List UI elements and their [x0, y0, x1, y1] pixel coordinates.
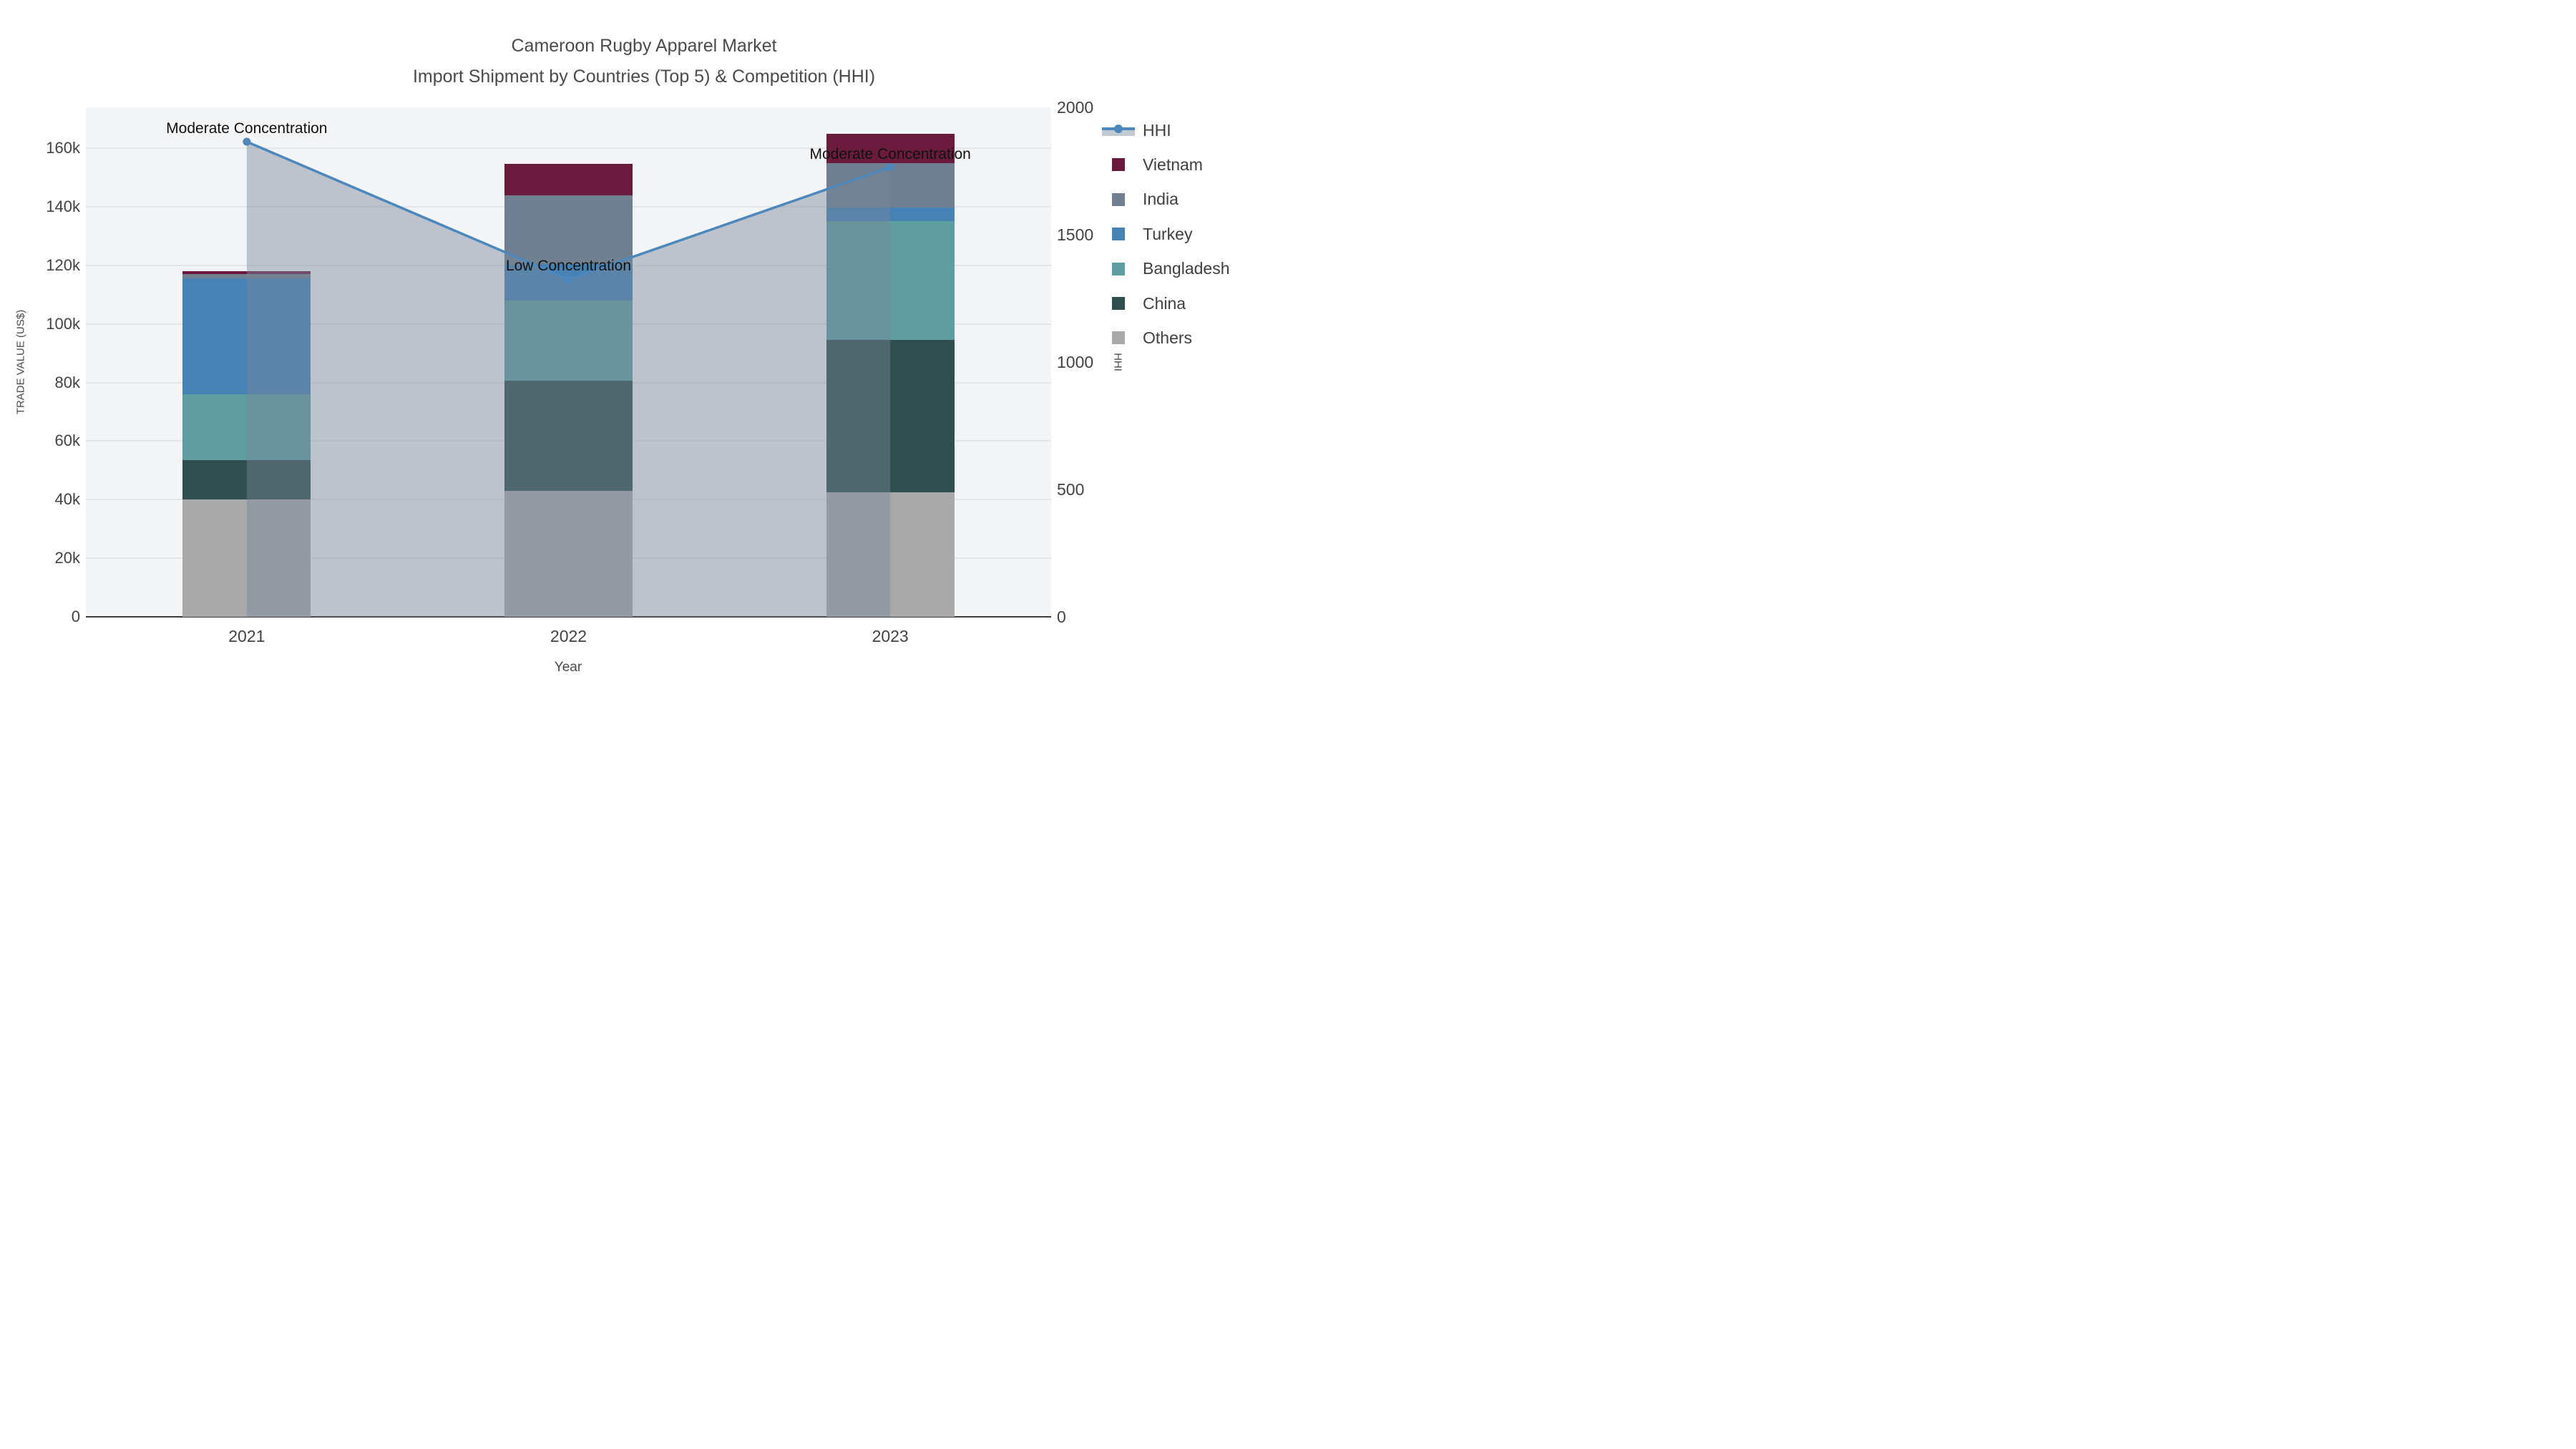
legend-swatch-vietnam: [1112, 158, 1125, 172]
bar-2022-china: [504, 380, 633, 492]
bar-2023-turkey: [826, 207, 955, 222]
legend-item-others[interactable]: Others: [1101, 327, 1287, 348]
hhi-area-fill: [246, 142, 891, 617]
legend-swatch-india: [1112, 192, 1125, 206]
y-right-tick-2000: 2000: [1057, 98, 1094, 117]
y-left-tick-20k: 20k: [54, 549, 80, 567]
bar-2022-vietnam: [504, 164, 633, 196]
legend-swatch-bangladesh: [1112, 262, 1125, 275]
y-left-tick-40k: 40k: [54, 490, 80, 509]
x-tick-2021: 2021: [228, 627, 265, 645]
chart-title-line1: Cameroon Rugby Apparel Market: [511, 36, 777, 56]
y-left-tick-140k: 140k: [46, 197, 80, 216]
legend-sample-turkey: [1101, 227, 1136, 241]
annotation-2021: Moderate Concentration: [166, 120, 328, 137]
y-left-tick-160k: 160k: [46, 139, 80, 157]
legend-swatch-others: [1112, 331, 1125, 345]
x-tick-2023: 2023: [872, 627, 909, 645]
y-right-tick-0: 0: [1057, 608, 1066, 626]
bar-2023-others: [826, 492, 955, 617]
legend-label-others: Others: [1143, 328, 1193, 347]
hhi-marker-2023: [886, 163, 894, 172]
y-right-tick-1000: 1000: [1057, 353, 1094, 371]
hhi-line-chart: [243, 137, 894, 617]
bar-2021-vietnam: [182, 270, 311, 274]
y-left-tick-100k: 100k: [46, 314, 80, 333]
bar-2022-others: [504, 491, 633, 617]
bar-2021-india: [182, 273, 311, 279]
legend-label-china: China: [1143, 293, 1186, 313]
bar-2022-bangladesh: [504, 301, 633, 381]
bar-2021-others: [182, 499, 311, 617]
legend-label-bangladesh: Bangladesh: [1143, 259, 1230, 278]
chart-title-line2: Import Shipment by Countries (Top 5) & C…: [412, 67, 876, 87]
legend-item-turkey[interactable]: Turkey: [1101, 223, 1287, 245]
bar-2021-china: [182, 460, 311, 500]
annotation-2023: Moderate Concentration: [809, 145, 971, 162]
legend-item-china[interactable]: China: [1101, 293, 1287, 314]
hhi-marker-2021: [243, 137, 251, 146]
bar-2022-india: [504, 195, 633, 264]
x-axis-title: Year: [554, 660, 582, 675]
x-tick-2022: 2022: [550, 627, 587, 645]
y-left-tick-80k: 80k: [54, 373, 80, 391]
legend-sample-india: [1101, 192, 1136, 207]
bar-2023-china: [826, 339, 955, 493]
legend-label-india: India: [1143, 190, 1179, 209]
y-right-tick-1500: 1500: [1057, 225, 1094, 244]
legend-label-hhi: HHI: [1143, 120, 1171, 140]
legend-sample-china: [1101, 296, 1136, 311]
legend-sample-hhi: [1101, 123, 1136, 137]
legend-item-hhi[interactable]: HHI: [1101, 119, 1287, 141]
y-left-tick-60k: 60k: [54, 431, 80, 450]
annotation-2022: Low Concentration: [505, 258, 632, 275]
y-left-tick-120k: 120k: [46, 255, 80, 274]
bar-2023-vietnam: [826, 134, 955, 164]
legend-sample-bangladesh: [1101, 262, 1136, 276]
legend-label-turkey: Turkey: [1143, 224, 1193, 243]
chart-page: Cameroon Rugby Apparel Market Import Shi…: [0, 0, 1288, 725]
legend-sample-others: [1101, 331, 1136, 345]
legend-hhi-dot: [1114, 125, 1123, 133]
y-left-tick-0: 0: [71, 608, 80, 625]
legend-label-vietnam: Vietnam: [1143, 155, 1203, 174]
x-axis-line: [86, 616, 1051, 618]
bar-2021-bangladesh: [182, 394, 311, 461]
bar-2023-bangladesh: [826, 221, 955, 340]
gridline-160000: [86, 147, 1051, 150]
legend-swatch-turkey: [1112, 228, 1125, 241]
legend-sample-vietnam: [1101, 157, 1136, 172]
bar-2021-turkey: [182, 278, 311, 394]
legend-item-vietnam[interactable]: Vietnam: [1101, 154, 1287, 175]
y-right-tick-500: 500: [1057, 480, 1085, 499]
hhi-marker-2022: [565, 275, 572, 283]
legend-swatch-china: [1112, 297, 1125, 310]
legend-item-bangladesh[interactable]: Bangladesh: [1101, 258, 1287, 280]
legend-item-india[interactable]: India: [1101, 189, 1287, 210]
